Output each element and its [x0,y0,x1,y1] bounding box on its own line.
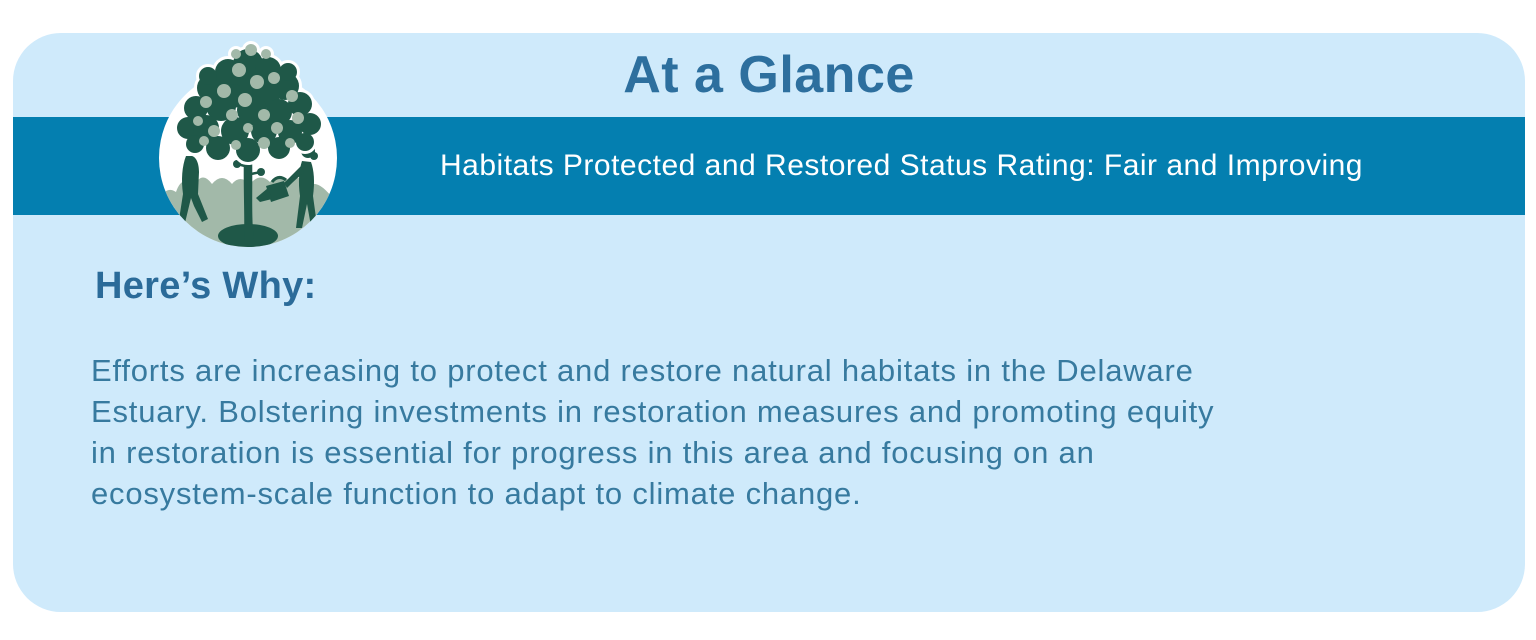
card-header: At a Glance [13,33,1525,117]
card-title: At a Glance [623,46,915,104]
tree-planting-people-logo-icon [159,36,337,247]
at-a-glance-card: At a Glance Habitats Protected and Resto… [13,33,1525,612]
heres-why-heading: Here’s Why: [95,265,317,307]
body-paragraph: Efforts are increasing to protect and re… [91,350,1214,514]
body-line: Estuary. Bolstering investments in resto… [91,394,1215,429]
body-line: ecosystem-scale function to adapt to cli… [91,476,862,511]
logo-badge [148,36,352,260]
body-line: Efforts are increasing to protect and re… [91,353,1194,388]
status-banner-text: Habitats Protected and Restored Status R… [440,149,1363,182]
body-line: in restoration is essential for progress… [91,435,1095,470]
